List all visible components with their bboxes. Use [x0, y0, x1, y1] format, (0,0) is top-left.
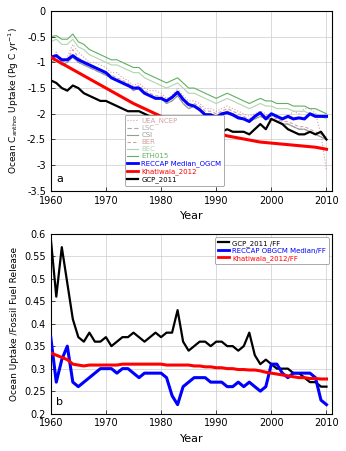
Text: a: a — [56, 174, 63, 184]
Legend: GCP_2011 /FF, RECCAP OBGCM Median/FF, Khatiwala_2012/FF: GCP_2011 /FF, RECCAP OBGCM Median/FF, Kh… — [215, 237, 329, 264]
Legend: UEA_NCEP, LSC, CSI, BER, BEC, ETH015, RECCAP Median_OGCM, Khatiwala_2012, GCP_20: UEA_NCEP, LSC, CSI, BER, BEC, ETH015, RE… — [125, 115, 224, 186]
X-axis label: Year: Year — [180, 434, 203, 444]
X-axis label: Year: Year — [180, 212, 203, 221]
Y-axis label: Ocean Uptake /Fossil Fuel Release: Ocean Uptake /Fossil Fuel Release — [10, 247, 19, 401]
Text: b: b — [56, 396, 63, 407]
Y-axis label: Ocean C$_{\mathregular{anthro}}$ Uptake (Pg C yr$^{-1}$): Ocean C$_{\mathregular{anthro}}$ Uptake … — [7, 28, 21, 175]
